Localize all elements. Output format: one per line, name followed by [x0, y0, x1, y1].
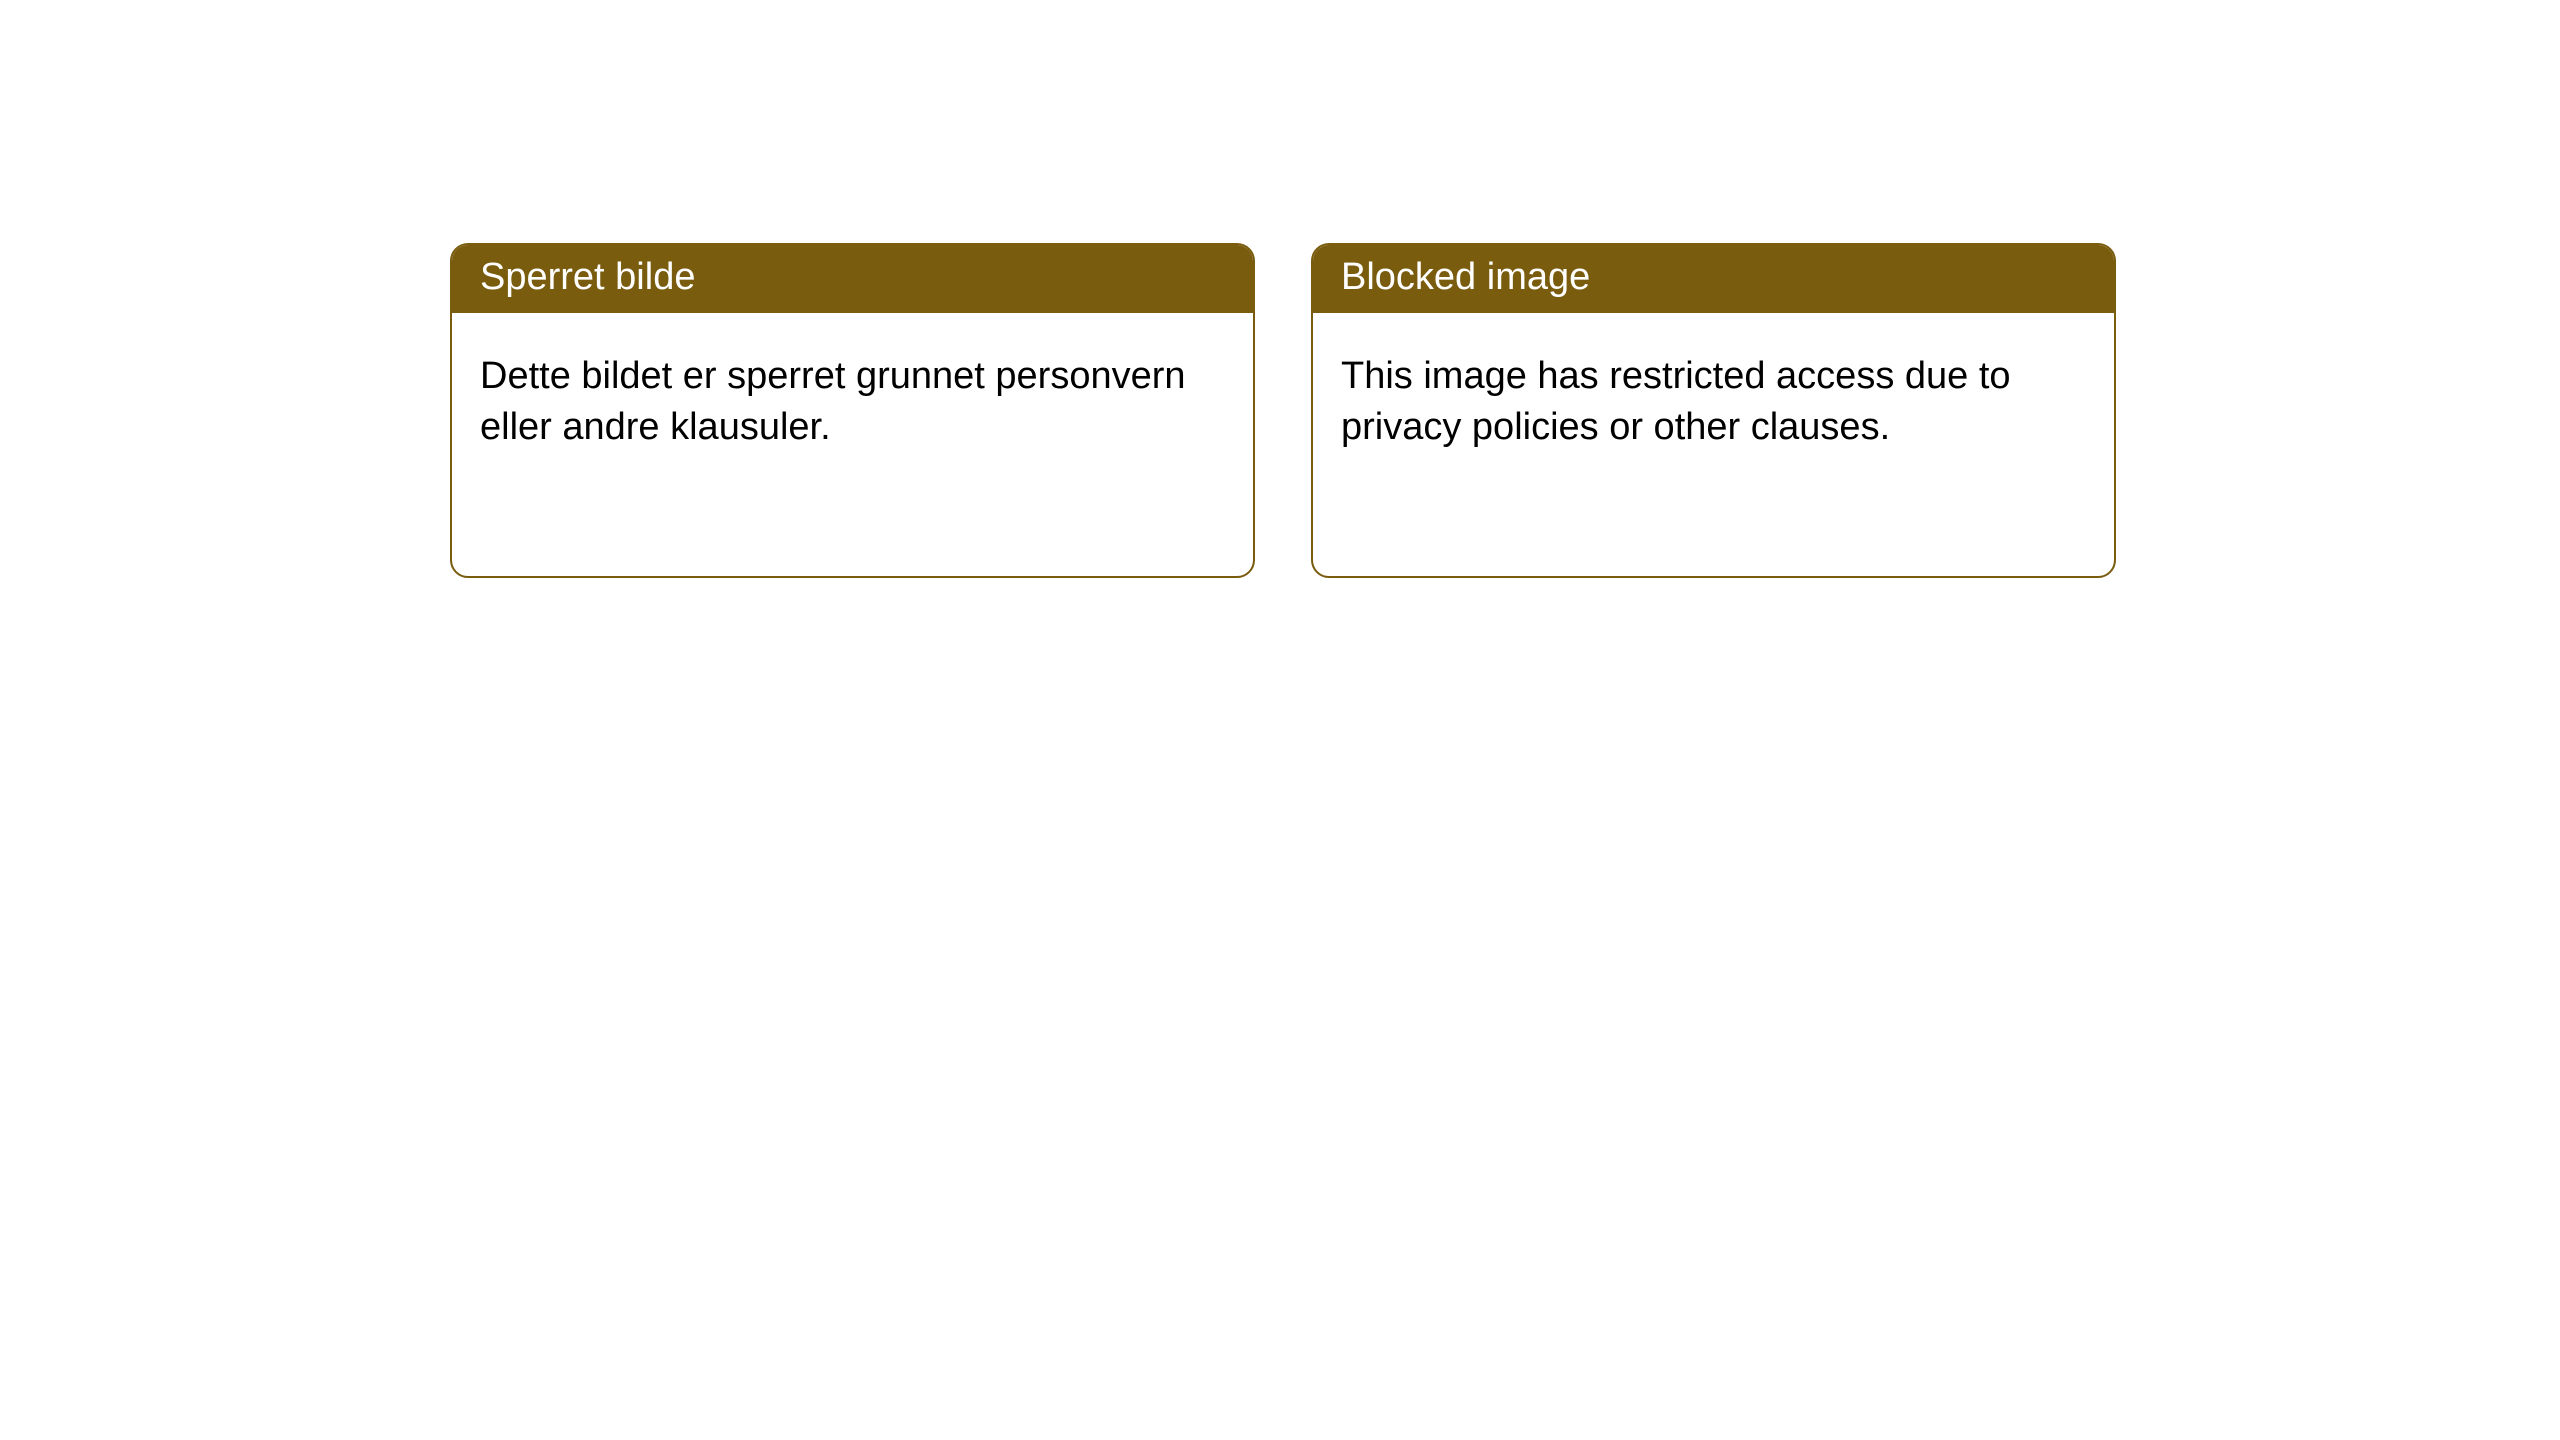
notice-container: Sperret bilde Dette bildet er sperret gr… [0, 0, 2560, 578]
notice-card-english: Blocked image This image has restricted … [1311, 243, 2116, 578]
notice-body: Dette bildet er sperret grunnet personve… [452, 313, 1253, 492]
notice-title: Blocked image [1341, 256, 1590, 298]
notice-title: Sperret bilde [480, 256, 695, 298]
notice-header: Blocked image [1313, 245, 2114, 313]
notice-body: This image has restricted access due to … [1313, 313, 2114, 492]
notice-header: Sperret bilde [452, 245, 1253, 313]
notice-message: Dette bildet er sperret grunnet personve… [480, 355, 1186, 448]
notice-message: This image has restricted access due to … [1341, 355, 2011, 448]
notice-card-norwegian: Sperret bilde Dette bildet er sperret gr… [450, 243, 1255, 578]
